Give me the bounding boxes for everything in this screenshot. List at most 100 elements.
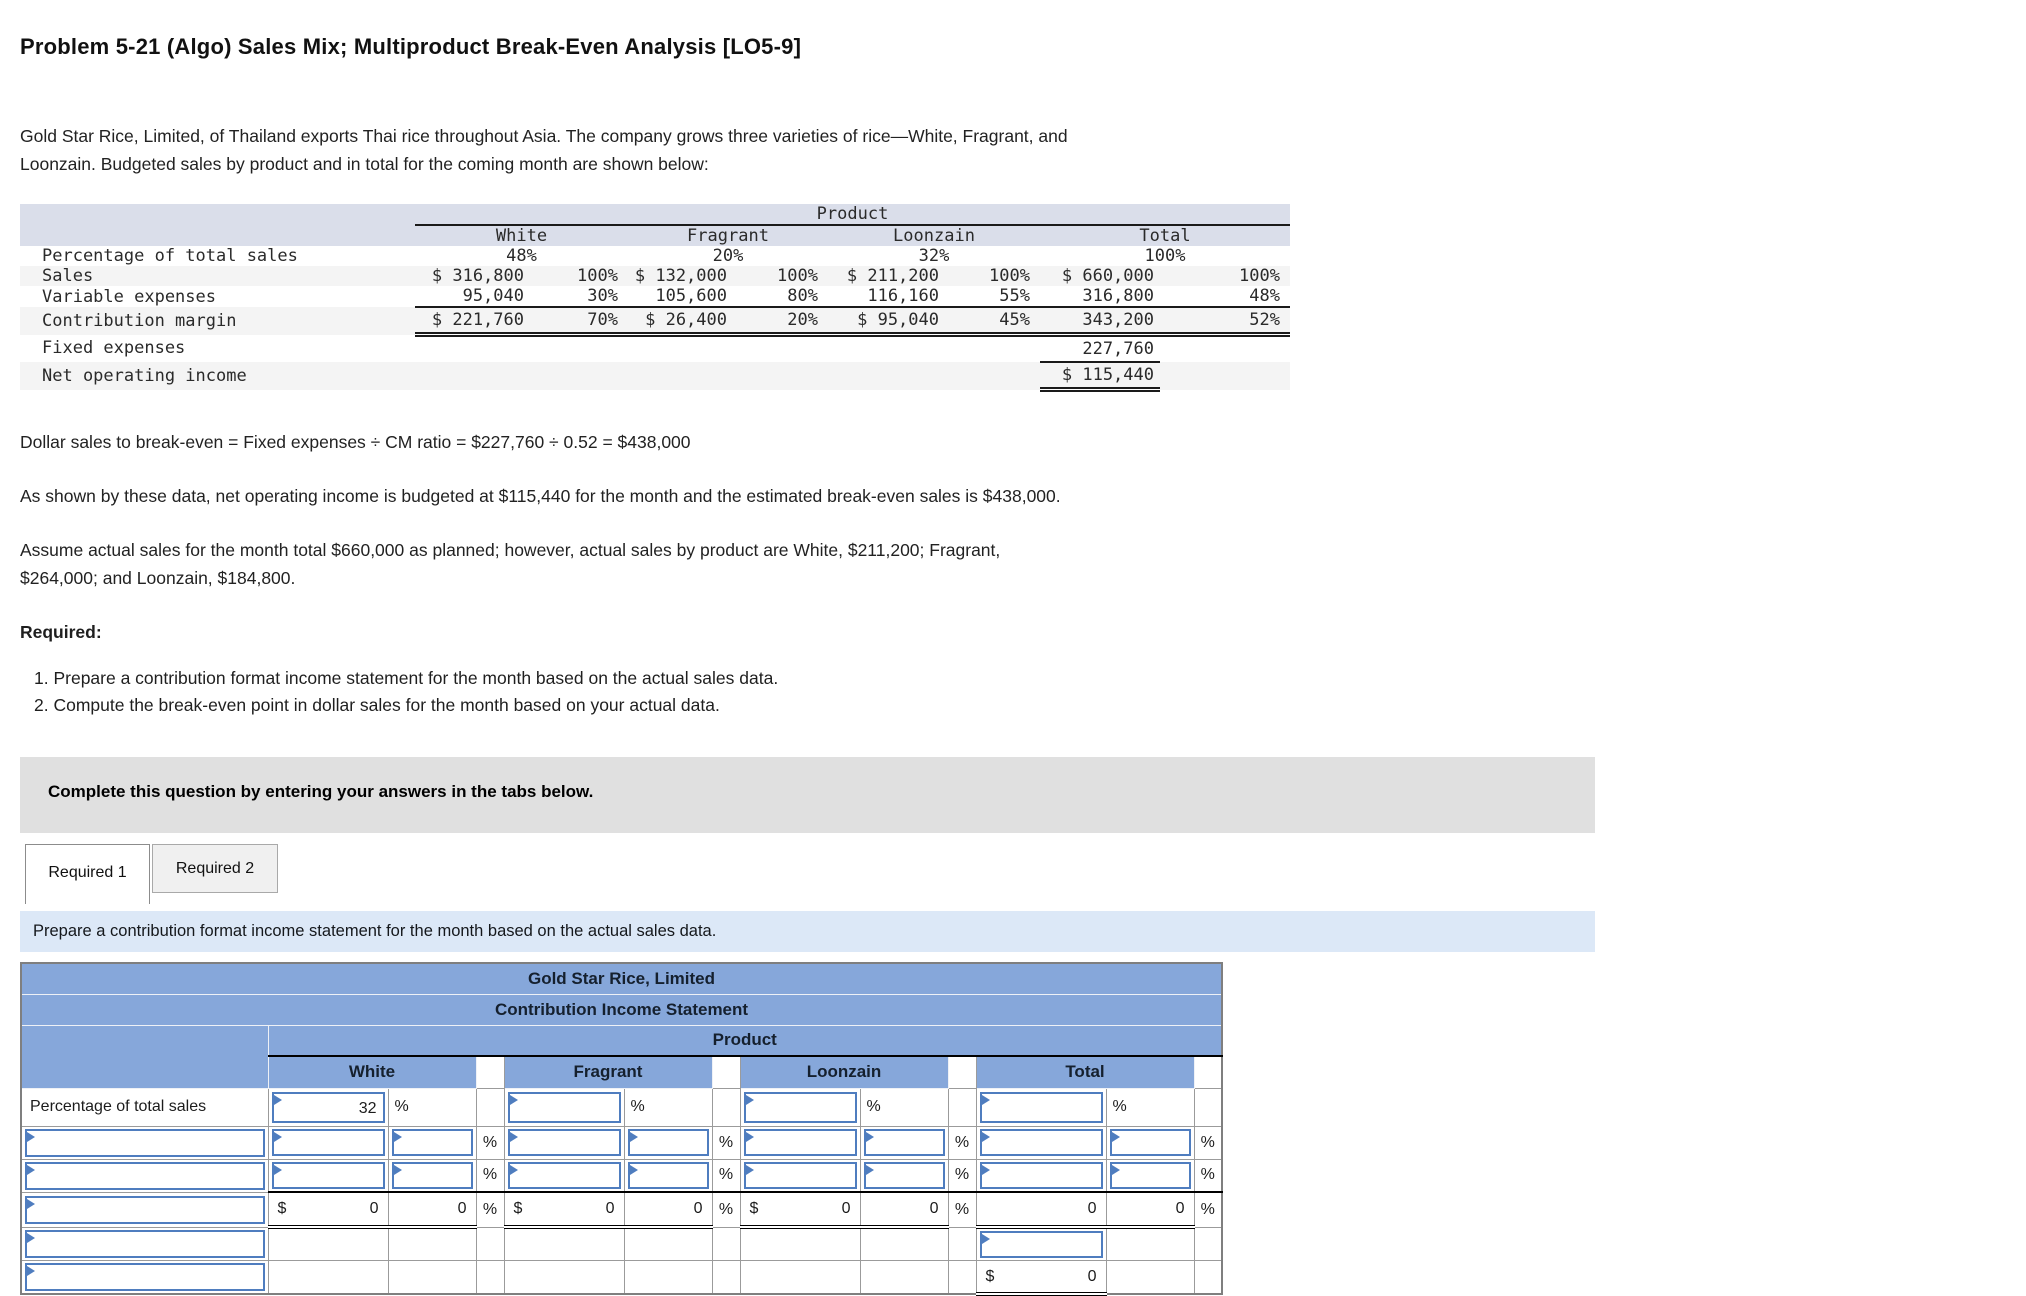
budget-table: Product White Fragrant Loonzain Total Pe…: [20, 204, 1290, 392]
amount-input-total[interactable]: [979, 1161, 1103, 1189]
dollar-sign: $: [513, 1200, 523, 1217]
percent-input-white[interactable]: [391, 1161, 473, 1189]
instruction-box-text: Complete this question by entering your …: [48, 782, 594, 801]
empty-cell: [267, 1260, 389, 1295]
header-gap: [711, 1055, 741, 1089]
budget-percent: 80%: [733, 286, 828, 308]
row-label-select[interactable]: [25, 1195, 265, 1224]
amount-input-white[interactable]: [271, 1129, 385, 1156]
percent-input-loonzain[interactable]: [863, 1161, 945, 1189]
assume-line-1: Assume actual sales for the month total …: [20, 540, 1001, 560]
dollar-sign: $: [985, 1267, 995, 1285]
fixed-expenses-input[interactable]: [979, 1231, 1103, 1258]
pct-input-total-cell: [975, 1087, 1107, 1127]
answer-table-subtitle: Contribution Income Statement: [20, 993, 1223, 1026]
answer-corner-cell: [20, 1024, 269, 1089]
page-content: Problem 5-21 (Algo) Sales Mix; Multiprod…: [0, 34, 2026, 1296]
percent-sign: %: [387, 1087, 477, 1127]
page-title: Problem 5-21 (Algo) Sales Mix; Multiprod…: [20, 34, 802, 59]
budget-percentage-white: 48%: [415, 246, 628, 266]
computed-amount-total: 0: [975, 1191, 1107, 1229]
percent-input-fragrant[interactable]: [627, 1129, 709, 1156]
empty-cell: [387, 1260, 477, 1295]
budget-percent: 100%: [530, 266, 628, 286]
tab-instruction-bar: Prepare a contribution format income sta…: [20, 911, 1595, 952]
empty-cell: [711, 1260, 741, 1295]
amount-input-loonzain[interactable]: [743, 1129, 857, 1156]
answer-col-total: Total: [975, 1055, 1195, 1089]
budget-percent: 70%: [530, 307, 628, 337]
amount-input-cell: [975, 1125, 1107, 1160]
dollar-sign: $: [277, 1200, 287, 1217]
pct-input-total[interactable]: [979, 1091, 1103, 1123]
answer-col-white: White: [267, 1055, 477, 1089]
row-label-select[interactable]: [25, 1128, 265, 1157]
budget-row-label: Variable expenses: [20, 286, 415, 307]
pct-input-white-cell: 32: [267, 1087, 389, 1127]
budget-percentage-total: 100%: [1040, 246, 1290, 266]
percent-input-loonzain[interactable]: [863, 1129, 945, 1156]
computed-percent-loonzain: 0: [859, 1191, 949, 1229]
budget-amount: 105,600: [628, 286, 733, 308]
percent-input-cell: [1105, 1125, 1195, 1160]
amount-input-fragrant[interactable]: [507, 1161, 621, 1189]
amount-input-total[interactable]: [979, 1129, 1103, 1156]
budget-fixed-total: 227,760: [1040, 334, 1160, 363]
percent-input-total[interactable]: [1109, 1161, 1191, 1189]
row-label-select-cell: [20, 1125, 269, 1160]
budget-percent: 20%: [733, 307, 828, 337]
header-gap: [475, 1055, 505, 1089]
percent-sign: %: [947, 1191, 977, 1228]
empty-cell: [711, 1226, 741, 1261]
percent-sign: %: [1105, 1087, 1195, 1127]
budget-amount: $ 660,000: [1040, 266, 1160, 286]
budget-amount: $ 221,760: [415, 307, 530, 337]
budget-header-spacer: [20, 225, 415, 246]
amount-input-fragrant[interactable]: [507, 1129, 621, 1156]
tab-required-1[interactable]: Required 1: [25, 844, 150, 904]
percent-input-white[interactable]: [391, 1129, 473, 1156]
row-label-select-cell: [20, 1191, 269, 1228]
tab-required-2[interactable]: Required 2: [152, 844, 278, 893]
as-shown-paragraph: As shown by these data, net operating in…: [20, 486, 1061, 506]
budget-amount: 116,160: [828, 286, 945, 308]
budget-percent: 100%: [1160, 266, 1290, 286]
budget-row-label: Sales: [20, 266, 415, 286]
budget-empty-cell: [1160, 362, 1290, 390]
computed-percent-white: 0: [387, 1191, 477, 1229]
row-label-select[interactable]: [25, 1263, 265, 1291]
answer-table-title: Gold Star Rice, Limited: [20, 962, 1223, 995]
intro-line-1: Gold Star Rice, Limited, of Thailand exp…: [20, 126, 1068, 146]
budget-amount: $ 132,000: [628, 266, 733, 286]
percent-input-cell: [1105, 1158, 1195, 1193]
pct-input-fragrant[interactable]: [507, 1091, 621, 1123]
percent-input-total[interactable]: [1109, 1129, 1191, 1156]
answer-product-header: Product: [267, 1024, 1223, 1057]
pct-input-white[interactable]: 32: [271, 1091, 385, 1123]
budget-percent: 52%: [1160, 307, 1290, 337]
amount-input-white[interactable]: [271, 1161, 385, 1189]
budget-row-label: Net operating income: [20, 362, 415, 390]
pct-input-fragrant-cell: [503, 1087, 625, 1127]
budget-amount: $ 26,400: [628, 307, 733, 337]
budget-amount: $ 211,200: [828, 266, 945, 286]
empty-cell: [859, 1226, 949, 1261]
empty-cell: [739, 1226, 861, 1261]
percent-input-cell: [859, 1158, 949, 1193]
amount-input-loonzain[interactable]: [743, 1161, 857, 1189]
computed-percent-total: 0: [1105, 1191, 1195, 1229]
budget-col-total: Total: [1040, 225, 1290, 246]
row-label-select[interactable]: [25, 1229, 265, 1258]
budget-percent: 45%: [945, 307, 1040, 337]
pct-input-loonzain[interactable]: [743, 1091, 857, 1123]
percent-input-fragrant[interactable]: [627, 1161, 709, 1189]
budget-col-fragrant: Fragrant: [628, 225, 828, 246]
percent-sign: %: [947, 1125, 977, 1160]
percent-sign: %: [711, 1125, 741, 1160]
empty-cell: [1105, 1260, 1195, 1295]
row-label-select[interactable]: [25, 1161, 265, 1190]
budget-row-label: Percentage of total sales: [20, 246, 415, 266]
answer-table: Gold Star Rice, Limited Contribution Inc…: [20, 962, 1223, 1296]
instruction-box: Complete this question by entering your …: [20, 757, 1595, 833]
percent-sign: %: [1193, 1191, 1223, 1228]
